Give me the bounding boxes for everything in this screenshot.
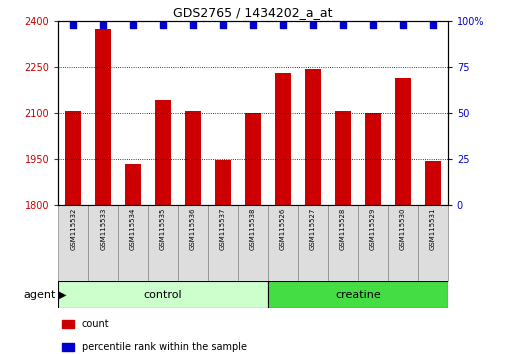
FancyBboxPatch shape <box>148 205 178 281</box>
Point <box>368 22 376 28</box>
Point <box>99 22 107 28</box>
Text: ▶: ▶ <box>59 290 66 300</box>
Bar <box>394 78 410 205</box>
Bar <box>244 113 261 205</box>
Text: control: control <box>143 290 182 300</box>
FancyBboxPatch shape <box>118 205 148 281</box>
Bar <box>155 100 171 205</box>
Bar <box>125 164 141 205</box>
Bar <box>214 160 231 205</box>
Text: GSM115526: GSM115526 <box>279 207 285 250</box>
Text: GSM115532: GSM115532 <box>70 207 76 250</box>
FancyBboxPatch shape <box>178 205 208 281</box>
FancyBboxPatch shape <box>58 205 88 281</box>
FancyBboxPatch shape <box>208 205 237 281</box>
Point <box>248 22 257 28</box>
Text: GSM115531: GSM115531 <box>429 207 435 250</box>
Point <box>159 22 167 28</box>
Text: GSM115538: GSM115538 <box>249 207 256 250</box>
Point <box>189 22 197 28</box>
FancyBboxPatch shape <box>417 205 447 281</box>
Bar <box>62 343 74 351</box>
Text: GSM115527: GSM115527 <box>310 207 315 250</box>
Point <box>219 22 227 28</box>
Text: creatine: creatine <box>334 290 380 300</box>
Point <box>398 22 406 28</box>
FancyBboxPatch shape <box>58 281 268 308</box>
Text: count: count <box>81 319 109 329</box>
Text: GSM115533: GSM115533 <box>100 207 106 250</box>
Text: GSM115537: GSM115537 <box>220 207 226 250</box>
Text: GSM115529: GSM115529 <box>369 207 375 250</box>
Bar <box>65 111 81 205</box>
Bar <box>304 69 321 205</box>
FancyBboxPatch shape <box>387 205 417 281</box>
Bar <box>364 113 380 205</box>
Bar <box>274 73 291 205</box>
FancyBboxPatch shape <box>327 205 357 281</box>
Point <box>129 22 137 28</box>
Point <box>69 22 77 28</box>
Point <box>308 22 316 28</box>
Text: GSM115535: GSM115535 <box>160 207 166 250</box>
FancyBboxPatch shape <box>297 205 327 281</box>
Bar <box>334 111 350 205</box>
Text: percentile rank within the sample: percentile rank within the sample <box>81 342 246 352</box>
Point <box>428 22 436 28</box>
Bar <box>62 320 74 328</box>
FancyBboxPatch shape <box>237 205 268 281</box>
FancyBboxPatch shape <box>268 205 297 281</box>
Text: GSM115534: GSM115534 <box>130 207 136 250</box>
Point <box>278 22 286 28</box>
Point <box>338 22 346 28</box>
Bar <box>95 29 111 205</box>
FancyBboxPatch shape <box>268 281 447 308</box>
Text: GSM115528: GSM115528 <box>339 207 345 250</box>
FancyBboxPatch shape <box>357 205 387 281</box>
FancyBboxPatch shape <box>88 205 118 281</box>
Title: GDS2765 / 1434202_a_at: GDS2765 / 1434202_a_at <box>173 6 332 19</box>
Text: GSM115530: GSM115530 <box>399 207 405 250</box>
Text: GSM115536: GSM115536 <box>190 207 195 250</box>
Bar <box>424 161 440 205</box>
Text: agent: agent <box>24 290 56 300</box>
Bar <box>184 111 201 205</box>
